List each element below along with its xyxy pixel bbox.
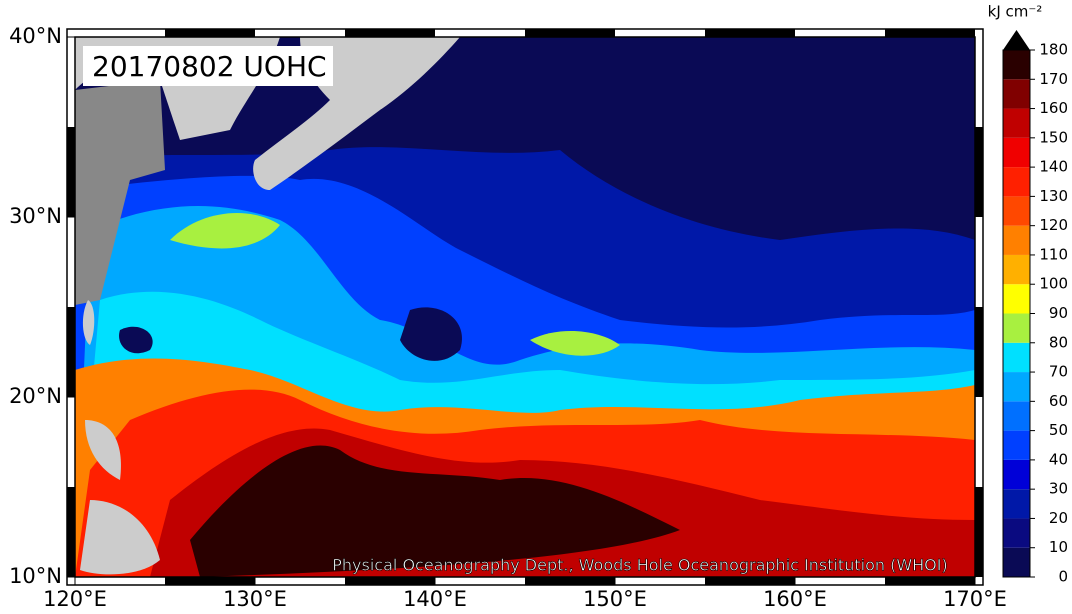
colorbar-tick-label: 30: [1049, 480, 1068, 498]
frame-segment: [525, 29, 615, 37]
x-tick-label: 170°E: [943, 587, 1007, 611]
colorbar-tick-label: 160: [1039, 99, 1068, 117]
colorbar-tick-label: 90: [1049, 304, 1068, 322]
y-tick-label: 30°N: [9, 204, 62, 228]
colorbar-segment: [1003, 225, 1030, 255]
colorbar-tick-label: 40: [1049, 450, 1068, 468]
x-tick-label: 160°E: [763, 587, 827, 611]
frame-checker: [67, 29, 983, 585]
frame-segment: [885, 29, 975, 37]
x-tick-label: 120°E: [43, 587, 107, 611]
x-tick-label: 150°E: [583, 587, 647, 611]
colorbar-tick-label: 110: [1039, 245, 1068, 263]
colorbar-tick-label: 0: [1058, 568, 1068, 586]
colorbar-segment: [1003, 459, 1030, 490]
frame-segment: [67, 307, 75, 397]
credit: Physical Oceanography Dept., Woods Hole …: [332, 556, 947, 575]
axis-ticks: 120°E 130°E 140°E 150°E 160°E 170°E 10°N 20°N 30…: [9, 24, 1007, 611]
frame-segment: [525, 577, 615, 585]
frame-segment: [67, 127, 75, 217]
colorbar-segment: [1003, 254, 1030, 285]
colorbar-segment: [1003, 50, 1030, 80]
frame-segment: [975, 307, 983, 397]
colorbar-segment: [1003, 79, 1030, 109]
colorbar-segment: [1003, 167, 1030, 197]
colorbar-tick-label: 20: [1049, 509, 1068, 527]
colorbar-tick-label: 120: [1039, 216, 1068, 234]
colorbar-tick-label: 80: [1049, 333, 1068, 351]
colorbar-segment: [1003, 430, 1030, 460]
x-tick-label: 130°E: [223, 587, 287, 611]
heat-field: [75, 37, 975, 577]
frame-segment: [705, 29, 795, 37]
colorbar-segment: [1003, 518, 1030, 548]
colorbar-tick-label: 140: [1039, 158, 1068, 176]
colorbar-segment: [1003, 342, 1030, 373]
colorbar-tick-label: 170: [1039, 70, 1068, 88]
title-box: [83, 46, 333, 86]
colorbar-segment: [1003, 547, 1030, 577]
colorbar-segment: [1003, 196, 1030, 226]
y-tick-label: 40°N: [9, 24, 62, 48]
frame-segment: [975, 487, 983, 577]
colorbar-segment: [1003, 108, 1030, 138]
colorbar-tick-label: 60: [1049, 392, 1068, 410]
colorbar-segment: [1003, 401, 1030, 431]
colorbar-segment: [1003, 284, 1030, 314]
colorbar-segment: [1003, 489, 1030, 519]
colorbar-unit: kJ cm⁻²: [988, 3, 1043, 21]
colorbar-segment: [1003, 313, 1030, 343]
frame-segment: [705, 577, 795, 585]
colorbar-tick-label: 100: [1039, 275, 1068, 293]
colorbar-tick-label: 130: [1039, 187, 1068, 205]
x-tick-label: 140°E: [403, 587, 467, 611]
frame-segment: [345, 29, 435, 37]
frame-segment: [345, 577, 435, 585]
frame-segment: [885, 577, 975, 585]
frame-segment: [165, 577, 255, 585]
colorbar: 0 10 20 30 40 50 60 70 80 90 100 110 120 130 140 150 160…: [1002, 30, 1068, 586]
colorbar-tick-label: 70: [1049, 363, 1068, 381]
colorbar-tick-label: 50: [1049, 421, 1068, 439]
colorbar-over-arrow: [1003, 30, 1030, 50]
map-title: 20170802 UOHC: [92, 50, 327, 83]
colorbar-tick-label: 150: [1039, 128, 1068, 146]
colorbar-segment: [1003, 137, 1030, 168]
colorbar-tick-label: 10: [1049, 538, 1068, 556]
frame-segment: [67, 487, 75, 577]
frame-segment: [975, 127, 983, 217]
frame-segment: [165, 29, 255, 37]
y-tick-label: 10°N: [9, 564, 62, 588]
colorbar-tick-label: 180: [1039, 41, 1068, 59]
colorbar-segment: [1003, 372, 1030, 402]
y-tick-label: 20°N: [9, 384, 62, 408]
